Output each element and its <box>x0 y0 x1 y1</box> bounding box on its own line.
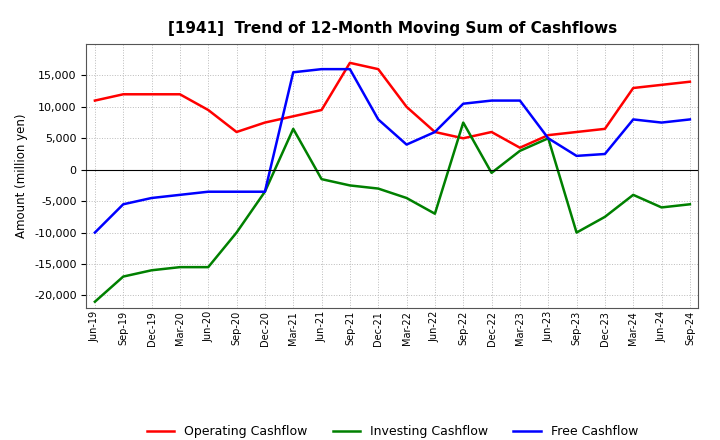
Free Cashflow <box>657 120 666 125</box>
Operating Cashflow <box>261 120 269 125</box>
Legend: Operating Cashflow, Investing Cashflow, Free Cashflow: Operating Cashflow, Investing Cashflow, … <box>147 425 638 438</box>
Free Cashflow <box>91 230 99 235</box>
Investing Cashflow <box>516 148 524 154</box>
Investing Cashflow <box>402 195 411 201</box>
Investing Cashflow <box>204 264 212 270</box>
Investing Cashflow <box>431 211 439 216</box>
Investing Cashflow <box>600 214 609 220</box>
Investing Cashflow <box>572 230 581 235</box>
Operating Cashflow <box>233 129 241 135</box>
Operating Cashflow <box>685 79 694 84</box>
Operating Cashflow <box>402 104 411 110</box>
Investing Cashflow <box>487 170 496 176</box>
Free Cashflow <box>148 195 156 201</box>
Investing Cashflow <box>176 264 184 270</box>
Operating Cashflow <box>346 60 354 66</box>
Line: Operating Cashflow: Operating Cashflow <box>95 63 690 148</box>
Free Cashflow <box>402 142 411 147</box>
Free Cashflow <box>176 192 184 198</box>
Investing Cashflow <box>91 299 99 304</box>
Free Cashflow <box>261 189 269 194</box>
Title: [1941]  Trend of 12-Month Moving Sum of Cashflows: [1941] Trend of 12-Month Moving Sum of C… <box>168 21 617 36</box>
Operating Cashflow <box>318 107 326 113</box>
Investing Cashflow <box>119 274 127 279</box>
Investing Cashflow <box>261 189 269 194</box>
Investing Cashflow <box>629 192 637 198</box>
Free Cashflow <box>204 189 212 194</box>
Investing Cashflow <box>544 136 552 141</box>
Free Cashflow <box>544 136 552 141</box>
Operating Cashflow <box>119 92 127 97</box>
Operating Cashflow <box>516 145 524 150</box>
Investing Cashflow <box>657 205 666 210</box>
Operating Cashflow <box>431 129 439 135</box>
Operating Cashflow <box>289 114 297 119</box>
Investing Cashflow <box>148 268 156 273</box>
Investing Cashflow <box>685 202 694 207</box>
Free Cashflow <box>685 117 694 122</box>
Operating Cashflow <box>148 92 156 97</box>
Operating Cashflow <box>544 132 552 138</box>
Operating Cashflow <box>374 66 382 72</box>
Free Cashflow <box>572 153 581 158</box>
Line: Investing Cashflow: Investing Cashflow <box>95 123 690 302</box>
Investing Cashflow <box>346 183 354 188</box>
Investing Cashflow <box>289 126 297 132</box>
Free Cashflow <box>318 66 326 72</box>
Free Cashflow <box>346 66 354 72</box>
Free Cashflow <box>431 129 439 135</box>
Free Cashflow <box>516 98 524 103</box>
Operating Cashflow <box>487 129 496 135</box>
Y-axis label: Amount (million yen): Amount (million yen) <box>16 114 29 238</box>
Free Cashflow <box>233 189 241 194</box>
Operating Cashflow <box>91 98 99 103</box>
Operating Cashflow <box>600 126 609 132</box>
Investing Cashflow <box>318 176 326 182</box>
Free Cashflow <box>487 98 496 103</box>
Operating Cashflow <box>204 107 212 113</box>
Investing Cashflow <box>459 120 467 125</box>
Operating Cashflow <box>657 82 666 88</box>
Operating Cashflow <box>629 85 637 91</box>
Line: Free Cashflow: Free Cashflow <box>95 69 690 233</box>
Free Cashflow <box>600 151 609 157</box>
Free Cashflow <box>289 70 297 75</box>
Operating Cashflow <box>572 129 581 135</box>
Free Cashflow <box>629 117 637 122</box>
Free Cashflow <box>119 202 127 207</box>
Free Cashflow <box>374 117 382 122</box>
Investing Cashflow <box>374 186 382 191</box>
Free Cashflow <box>459 101 467 106</box>
Investing Cashflow <box>233 230 241 235</box>
Operating Cashflow <box>459 136 467 141</box>
Operating Cashflow <box>176 92 184 97</box>
